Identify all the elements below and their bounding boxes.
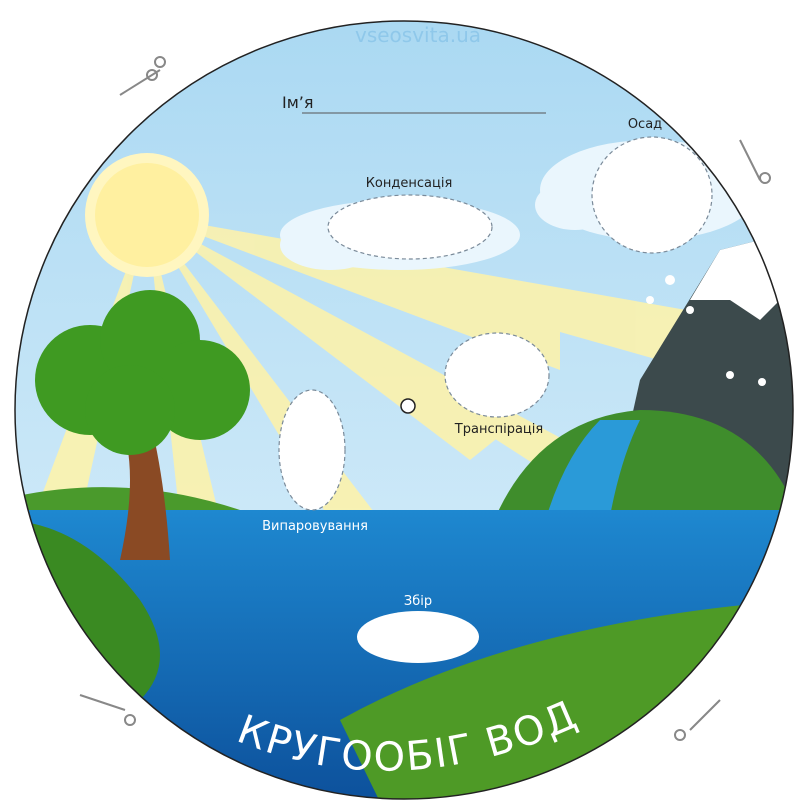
- label-transpiration: Транспірація: [454, 422, 543, 437]
- watermark: vseosvita.ua: [355, 23, 481, 47]
- label-precipitation: Осад: [628, 117, 662, 132]
- name-label: Ім’я: [282, 93, 314, 112]
- label-evaporation: Випаровування: [262, 519, 368, 534]
- label-collection: Збір: [404, 594, 432, 609]
- scene: [0, 0, 797, 802]
- label-condensation: Конденсація: [366, 176, 453, 191]
- worksheet: vseosvita.ua Ім’я Осад Конденсація Транс…: [0, 0, 797, 802]
